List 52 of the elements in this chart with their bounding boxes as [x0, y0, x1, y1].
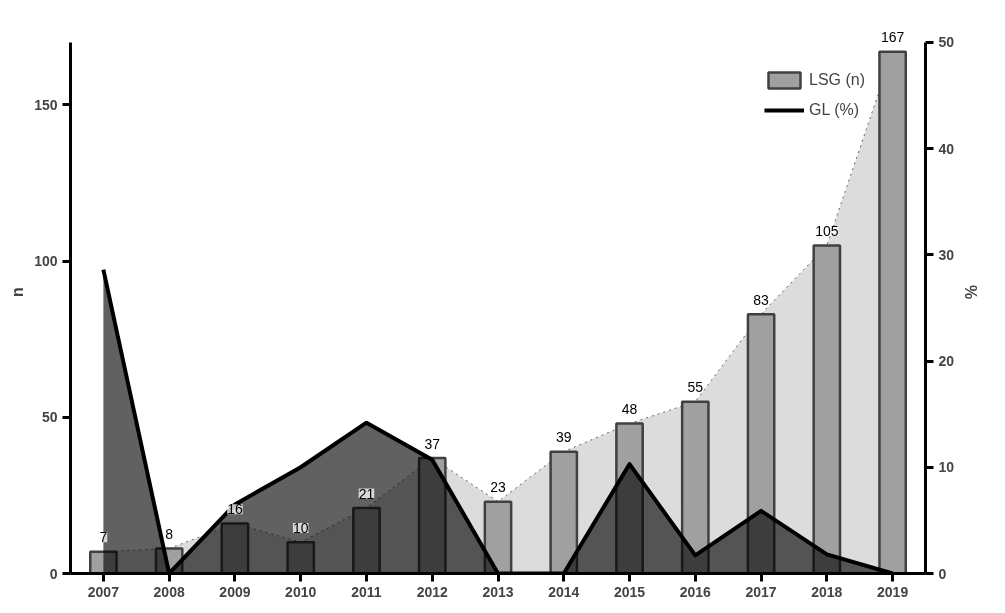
data-label: 105 — [815, 223, 839, 240]
y-tick-label: 150 — [34, 96, 58, 113]
y-axis-title: n — [9, 287, 27, 297]
data-label: 37 — [424, 435, 441, 452]
x-tick-label: 2009 — [219, 583, 251, 600]
x-tick-label: 2007 — [87, 583, 120, 600]
data-label: 7 — [99, 529, 108, 546]
legend-label: LSG (n) — [808, 71, 865, 89]
x-tick-label: 2018 — [811, 583, 843, 600]
bar — [352, 506, 381, 574]
data-label: 55 — [687, 379, 704, 396]
data-label: 48 — [621, 401, 638, 418]
bar — [417, 456, 447, 574]
bar — [878, 50, 908, 574]
data-label: 21 — [358, 485, 375, 502]
x-tick-label: 2011 — [351, 583, 382, 600]
x-tick-label: 2008 — [153, 583, 185, 600]
data-label: 16 — [227, 501, 243, 518]
y-tick-label: 50 — [41, 409, 58, 426]
data-label: 23 — [490, 479, 506, 496]
y2-tick-label: 50 — [938, 34, 955, 51]
data-label: 167 — [880, 29, 905, 46]
data-label: 83 — [753, 291, 770, 308]
x-tick-label: 2015 — [613, 583, 646, 600]
bar — [680, 400, 710, 574]
legend-label: GL (%) — [808, 101, 860, 119]
x-tick-label: 2017 — [745, 583, 777, 600]
bar — [746, 312, 776, 574]
bar — [220, 522, 250, 574]
y-tick-label: 100 — [34, 253, 58, 270]
bar — [286, 541, 316, 574]
data-label: 10 — [292, 519, 309, 536]
bar — [88, 550, 118, 574]
y2-axis-title: % — [962, 284, 980, 300]
x-tick-label: 2012 — [416, 583, 449, 600]
y2-tick-label: 20 — [938, 353, 955, 370]
x-tick-label: 2014 — [548, 583, 580, 600]
bar — [615, 422, 644, 574]
x-tick-label: 2010 — [285, 583, 317, 600]
bar — [483, 500, 513, 574]
x-tick-label: 2013 — [482, 583, 514, 600]
data-label: 39 — [555, 429, 572, 446]
y2-tick-label: 40 — [938, 140, 955, 157]
y2-tick-label: 0 — [938, 565, 947, 582]
bar — [812, 244, 842, 574]
x-tick-label: 2019 — [877, 583, 909, 600]
y2-tick-label: 30 — [938, 246, 955, 263]
data-label: 8 — [165, 526, 174, 543]
y-tick-label: 0 — [49, 565, 58, 582]
y2-tick-label: 10 — [938, 459, 955, 476]
bar — [549, 450, 579, 574]
x-tick-label: 2016 — [679, 583, 712, 600]
